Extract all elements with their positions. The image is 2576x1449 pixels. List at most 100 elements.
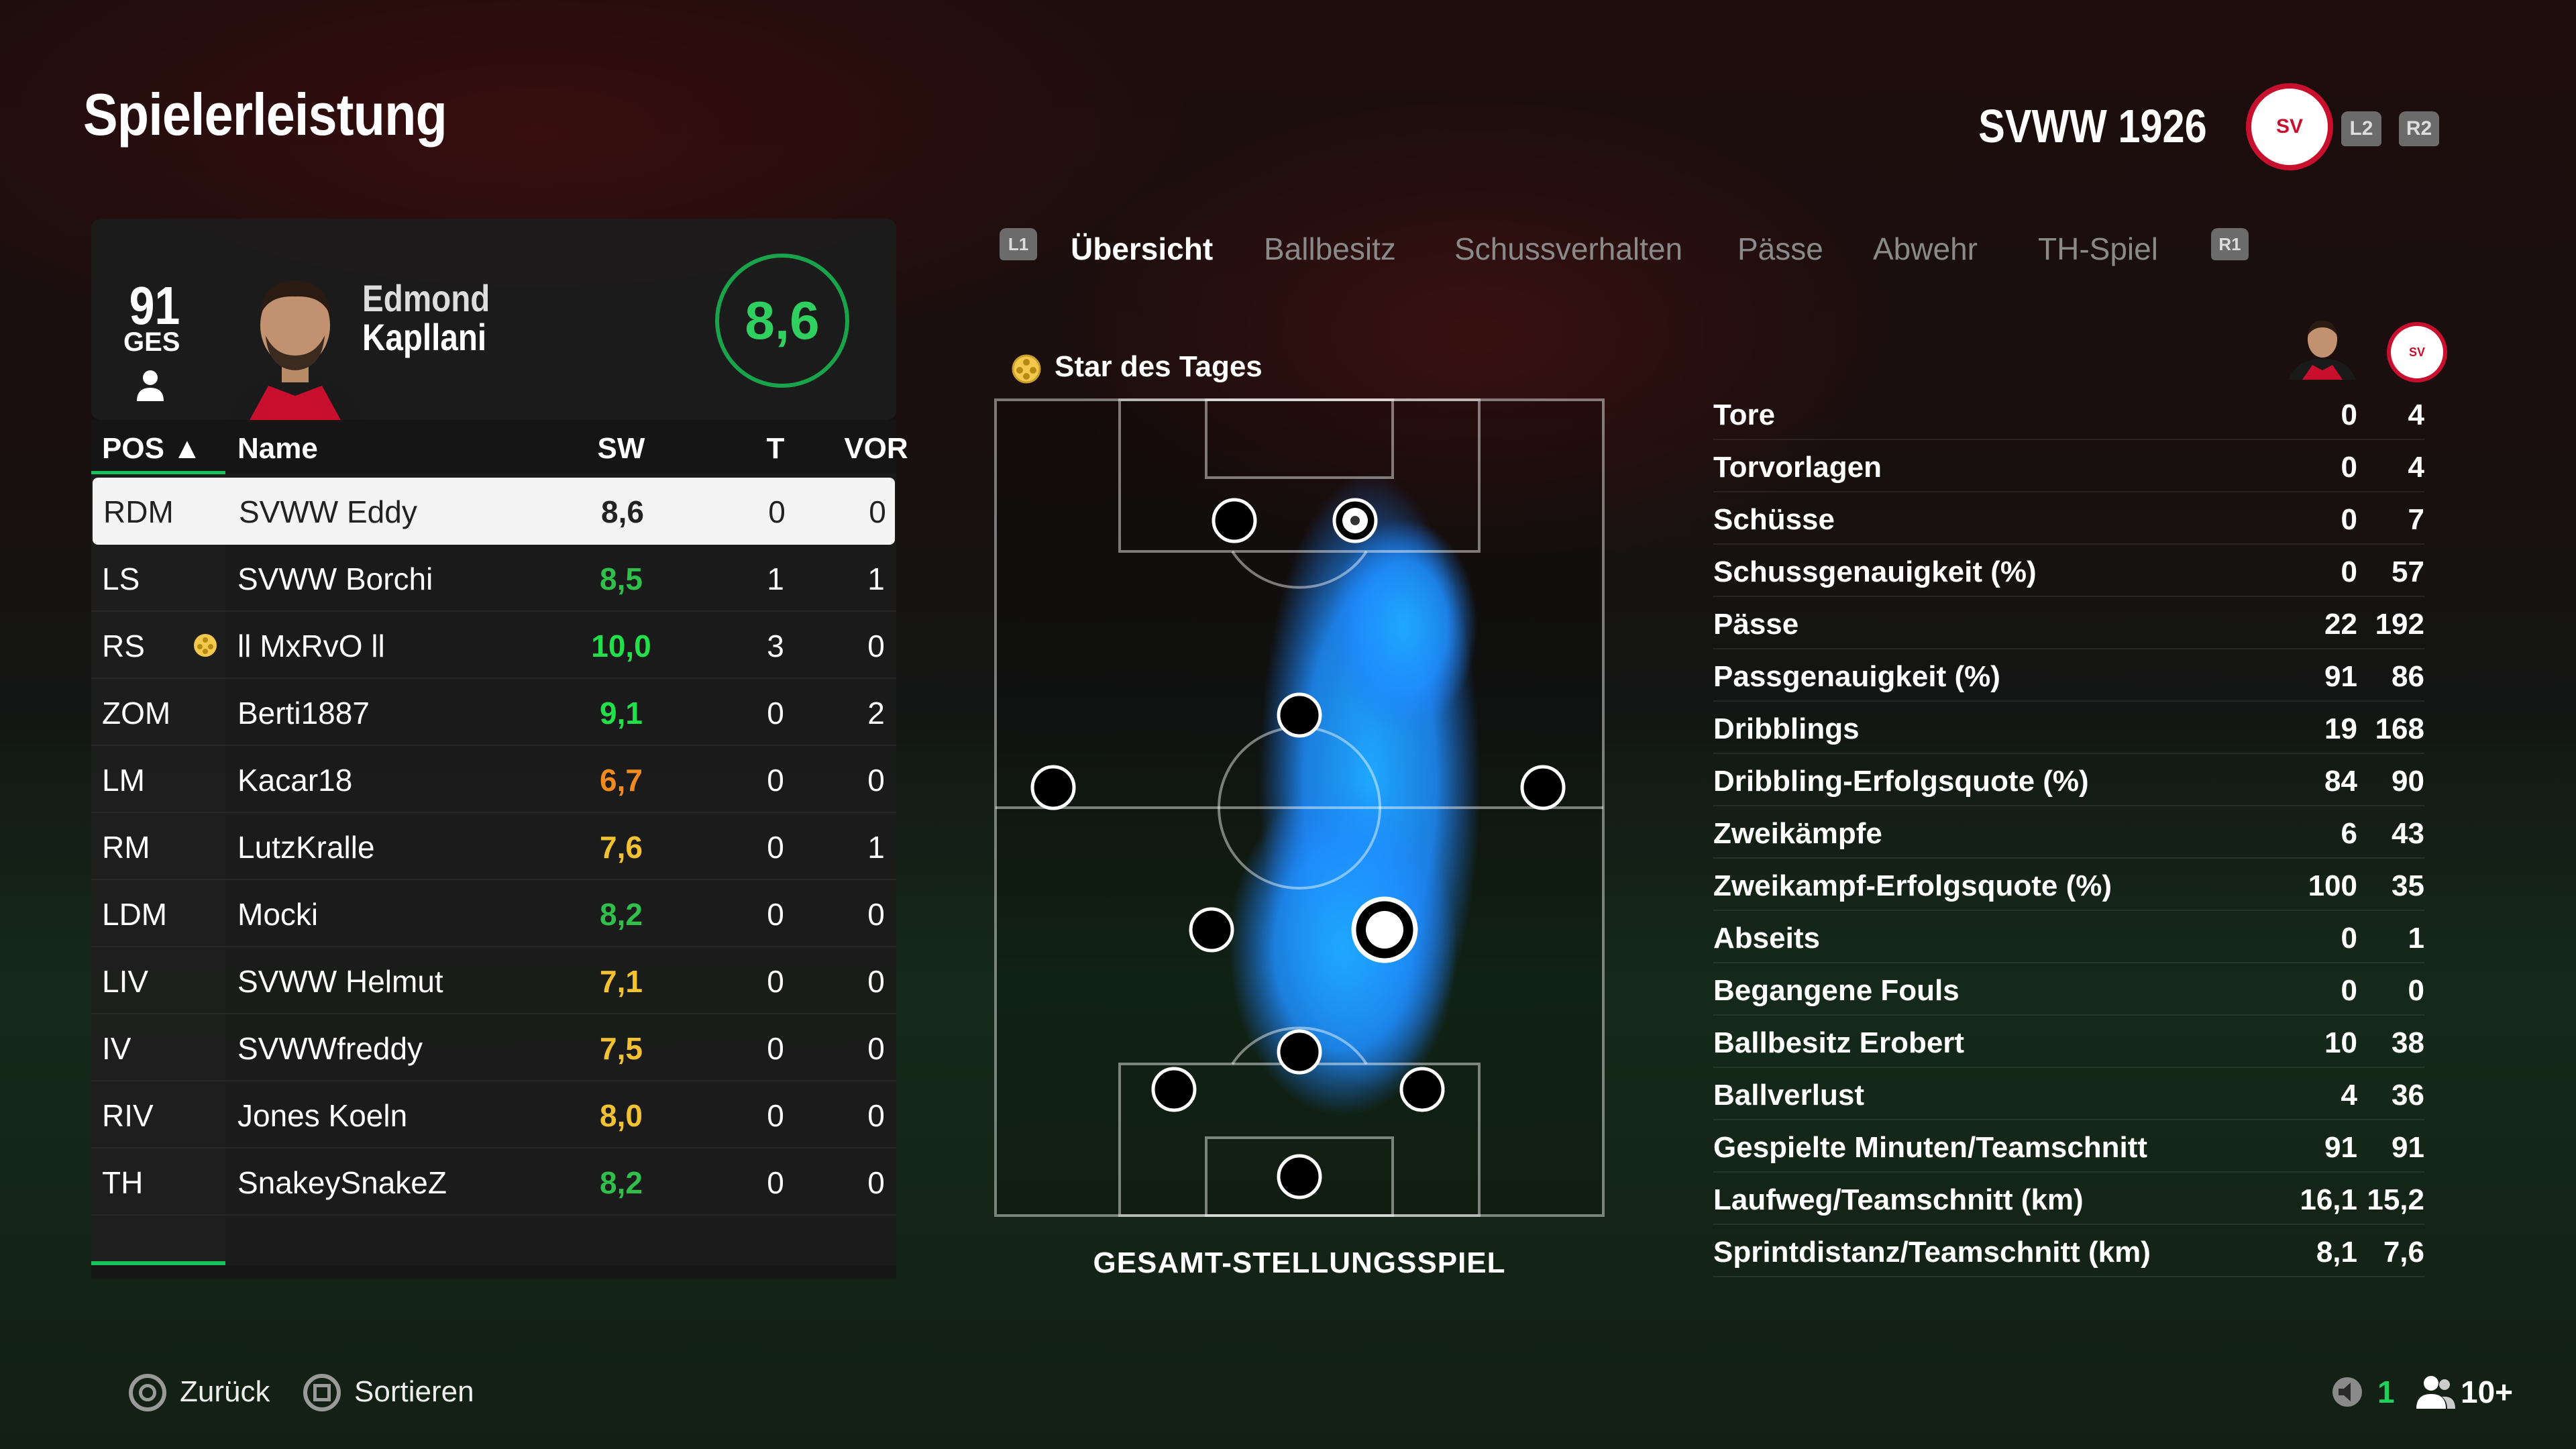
stat-row: Zweikampf-Erfolgsquote (%) 100 35 <box>1713 857 2424 911</box>
stat-row: Dribbling-Erfolgsquote (%) 84 90 <box>1713 753 2424 806</box>
row-assists: 0 <box>867 964 885 999</box>
stat-row: Schussgenauigkeit (%) 0 57 <box>1713 543 2424 597</box>
stat-row: Begangene Fouls 0 0 <box>1713 962 2424 1016</box>
r1-button[interactable]: R1 <box>2211 228 2249 260</box>
stat-label: Tore <box>1713 398 1776 431</box>
row-goals: 0 <box>767 1098 784 1133</box>
row-player-name: SVWW Eddy <box>239 494 417 529</box>
square-button-icon[interactable] <box>303 1374 341 1411</box>
stat-row: Laufweg/Teamschnitt (km) 16,1 15,2 <box>1713 1171 2424 1225</box>
col-header-sw[interactable]: SW <box>597 432 645 465</box>
l1-button[interactable]: L1 <box>1000 228 1037 260</box>
marker-iv <box>1277 1029 1322 1075</box>
row-goals: 0 <box>767 696 784 731</box>
table-row[interactable]: LIV SVWW Helmut 7,1 0 0 <box>91 947 896 1014</box>
circle-button-icon[interactable] <box>129 1374 166 1411</box>
stat-row: Zweikämpfe 6 43 <box>1713 805 2424 859</box>
col-header-vor[interactable]: VOR <box>844 432 908 465</box>
lobby-count: 10+ <box>2461 1375 2514 1409</box>
stat-label: Torvorlagen <box>1713 451 1882 484</box>
star-of-the-day-label: Star des Tages <box>1055 350 1263 383</box>
stat-label: Abseits <box>1713 922 1820 955</box>
table-row[interactable]: RM LutzKralle 7,6 0 1 <box>91 813 896 880</box>
row-player-name: SVWW Borchi <box>237 561 433 596</box>
table-row[interactable]: LS SVWW Borchi 8,5 1 1 <box>91 545 896 612</box>
stat-team-value: 0 <box>2408 974 2424 1007</box>
row-position: RDM <box>103 494 174 529</box>
table-row[interactable]: LDM Mocki 8,2 0 0 <box>91 880 896 947</box>
row-rating: 8,2 <box>600 1165 643 1200</box>
table-row[interactable]: IV SVWWfreddy 7,5 0 0 <box>91 1014 896 1081</box>
stat-row: Gespielte Minuten/Teamschnitt 91 91 <box>1713 1119 2424 1173</box>
table-row[interactable]: ZOM Berti1887 9,1 0 2 <box>91 679 896 746</box>
row-position: RIV <box>102 1098 154 1133</box>
table-row[interactable]: RDM SVWW Eddy 8,6 0 0 <box>93 478 895 545</box>
stat-player-value: 19 <box>2324 712 2357 745</box>
sort-button-label[interactable]: Sortieren <box>354 1375 474 1408</box>
tab-paesse[interactable]: Pässe <box>1737 231 1823 266</box>
row-rating: 6,7 <box>600 763 643 798</box>
col-header-name[interactable]: Name <box>237 432 318 465</box>
row-position: RS <box>102 629 145 663</box>
stat-label: Laufweg/Teamschnitt (km) <box>1713 1183 2084 1216</box>
marker-zom <box>1277 692 1322 738</box>
stat-row: Ballverlust 4 36 <box>1713 1067 2424 1120</box>
stat-team-value: 4 <box>2408 398 2424 431</box>
tab-ballbesitz[interactable]: Ballbesitz <box>1264 231 1396 266</box>
voice-chat-icon <box>2332 1377 2362 1407</box>
marker-rs-star <box>1332 498 1378 543</box>
stat-player-value: 0 <box>2341 451 2357 484</box>
row-goals: 0 <box>767 1031 784 1066</box>
row-assists: 2 <box>867 696 885 731</box>
player-markers <box>1030 498 1566 1199</box>
stat-team-value: 15,2 <box>2367 1183 2424 1216</box>
table-row[interactable]: TH SnakeySnakeZ 8,2 0 0 <box>91 1148 896 1216</box>
row-assists: 0 <box>867 1031 885 1066</box>
table-row[interactable]: RIV Jones Koeln 8,0 0 0 <box>91 1081 896 1148</box>
table-row[interactable]: RS ll MxRvO ll 10,0 3 0 <box>91 612 896 679</box>
row-position: LS <box>102 561 140 596</box>
row-player-name: SVWWfreddy <box>237 1031 423 1066</box>
tab-uebersicht[interactable]: Übersicht <box>1071 231 1214 266</box>
stat-row: Tore 0 4 <box>1713 386 2424 440</box>
row-goals: 0 <box>767 763 784 798</box>
row-rating: 7,6 <box>600 830 643 865</box>
stat-team-value: 36 <box>2392 1079 2424 1112</box>
col-header-t[interactable]: T <box>766 432 785 465</box>
stat-player-value: 0 <box>2341 974 2357 1007</box>
row-goals: 0 <box>767 897 784 932</box>
stat-label: Schüsse <box>1713 503 1835 536</box>
row-assists: 1 <box>867 561 885 596</box>
stat-team-value: 43 <box>2392 817 2424 850</box>
stat-label: Zweikampf-Erfolgsquote (%) <box>1713 869 2112 902</box>
tab-th-spiel[interactable]: TH-Spiel <box>2038 231 2158 266</box>
row-goals: 1 <box>767 561 784 596</box>
stat-team-value: 7 <box>2408 503 2424 536</box>
row-rating: 8,5 <box>600 561 643 596</box>
table-row[interactable]: LM Kacar18 6,7 0 0 <box>91 746 896 813</box>
player-first-name: Edmond <box>362 277 490 319</box>
stat-team-value: 35 <box>2392 869 2424 902</box>
stat-team-value: 192 <box>2375 608 2424 641</box>
pitch-caption: GESAMT-STELLUNGSSPIEL <box>1093 1246 1506 1279</box>
row-player-name: Kacar18 <box>237 763 353 798</box>
tab-schussverhalten[interactable]: Schussverhalten <box>1454 231 1683 266</box>
stat-player-value: 6 <box>2341 817 2357 850</box>
tab-abwehr[interactable]: Abwehr <box>1873 231 1978 266</box>
row-position: LIV <box>102 964 149 999</box>
row-rating: 7,5 <box>600 1031 643 1066</box>
row-position: LDM <box>102 897 168 932</box>
stats-player-portrait <box>2289 321 2356 380</box>
r2-button[interactable]: R2 <box>2399 111 2439 146</box>
stat-player-value: 0 <box>2341 555 2357 588</box>
back-button-label[interactable]: Zurück <box>180 1375 270 1408</box>
pitch-heatmap <box>994 398 1605 1217</box>
stat-row: Ballbesitz Erobert 10 38 <box>1713 1014 2424 1068</box>
overall-rating-value: 91 <box>129 276 180 335</box>
stat-player-value: 91 <box>2324 1131 2357 1164</box>
col-header-pos[interactable]: POS ▲ <box>102 432 202 465</box>
l2-button[interactable]: L2 <box>2341 111 2381 146</box>
scroll-indicator <box>91 1261 225 1265</box>
stat-row: Abseits 0 1 <box>1713 910 2424 963</box>
stat-label: Ballbesitz Erobert <box>1713 1026 1965 1059</box>
